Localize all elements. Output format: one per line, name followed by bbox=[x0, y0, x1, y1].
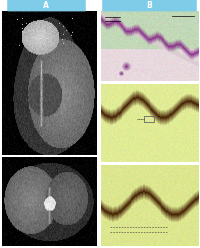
Text: A: A bbox=[43, 1, 49, 10]
Bar bbox=[144, 116, 154, 122]
FancyBboxPatch shape bbox=[7, 0, 86, 11]
Text: B: B bbox=[147, 1, 152, 10]
FancyBboxPatch shape bbox=[102, 0, 197, 11]
